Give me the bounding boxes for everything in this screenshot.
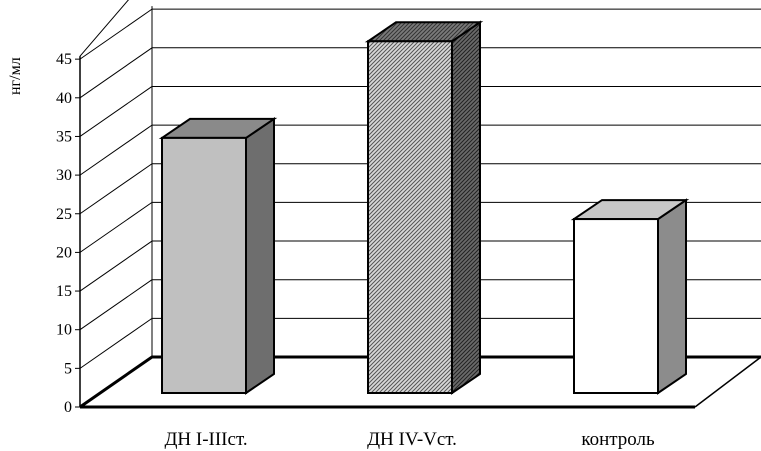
y-tick-label: 10 [56, 322, 72, 339]
y-tick-label: 5 [64, 360, 72, 377]
gridline-diagonal [79, 240, 153, 292]
y-tick-label: 40 [56, 90, 72, 107]
y-axis: 0 5 10 15 20 25 30 35 40 45 [56, 51, 81, 416]
gridline-diagonal [79, 279, 153, 331]
y-tick-label: 15 [56, 283, 72, 300]
gridline-diagonal [79, 163, 153, 215]
bars [158, 20, 690, 395]
gridline-diagonal [79, 0, 129, 57]
x-tick-label: контроль [581, 429, 655, 450]
gridline-diagonal [79, 47, 153, 99]
y-tick-label: 45 [56, 51, 72, 68]
y-tick-label: 20 [56, 244, 72, 261]
bar-side [245, 117, 275, 395]
y-tick-label: 0 [64, 399, 72, 416]
chart-floor [79, 355, 761, 409]
y-tick-label: 30 [56, 167, 72, 184]
floor-back-edge [79, 355, 761, 409]
bar-front [573, 218, 659, 394]
y-tick-label: 35 [56, 128, 72, 145]
gridline-diagonal [79, 317, 153, 369]
y-axis-label: нг/мл [7, 57, 24, 95]
x-tick-label: ДН I-IIIст. [164, 429, 247, 450]
gridline-diagonal [79, 201, 153, 253]
floor-right-edge [694, 356, 761, 408]
gridline-diagonal [79, 86, 153, 137]
bar-front [367, 40, 453, 394]
bar-front [161, 136, 247, 394]
bar-side [451, 20, 481, 395]
bar [570, 198, 690, 395]
x-axis: ДН I-IIIст. ДН IV-Vст. контроль [164, 429, 655, 450]
bar-side [657, 198, 687, 395]
x-tick-label: ДН IV-Vст. [367, 429, 457, 450]
bar [364, 20, 484, 395]
bar [158, 117, 278, 395]
y-tick-label: 25 [56, 206, 72, 223]
gridline-diagonal [79, 124, 153, 176]
gridline-diagonal [79, 8, 153, 60]
